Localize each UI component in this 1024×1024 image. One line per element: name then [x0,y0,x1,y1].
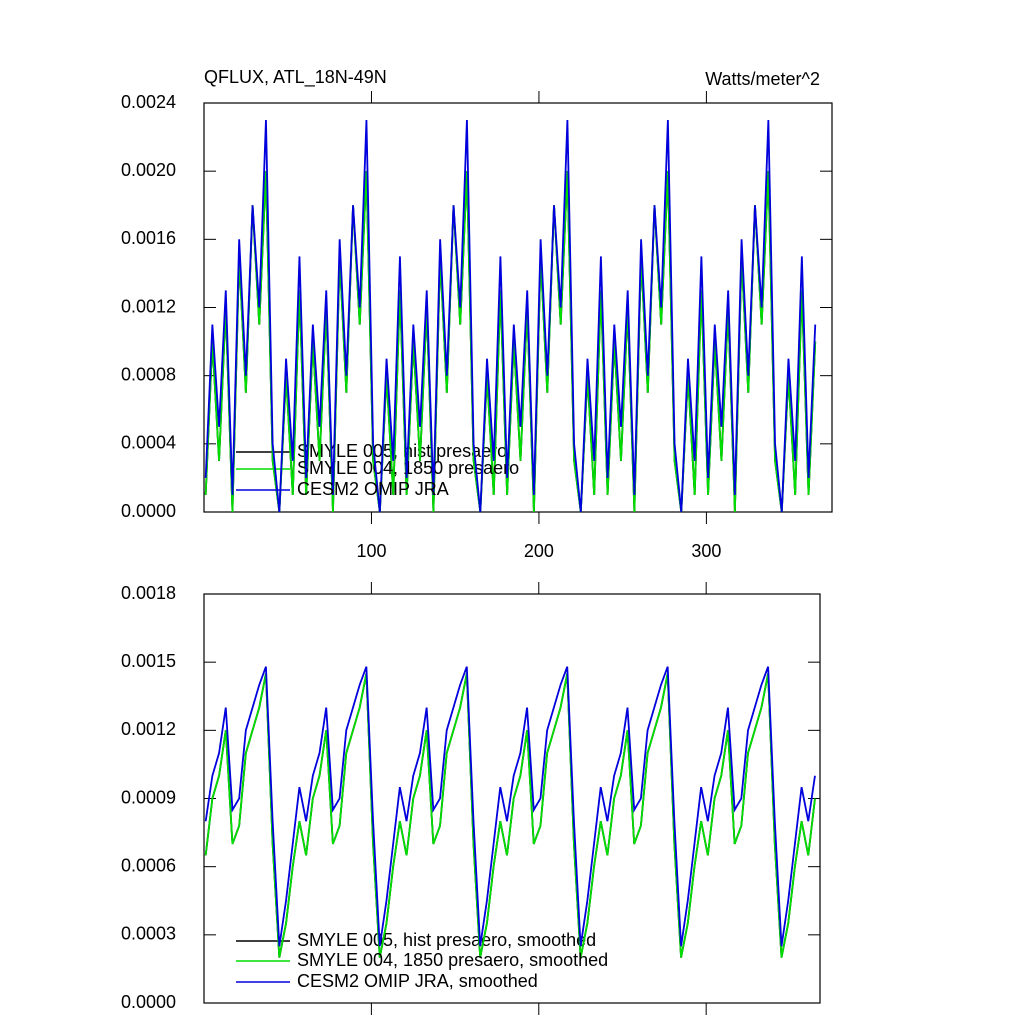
y-tick-label: 0.0024 [121,92,176,112]
series-line [204,666,816,947]
series-line [204,673,816,958]
y-tick-label: 0.0018 [121,583,176,603]
legend-label: SMYLE 004, 1850 presaero [297,458,519,478]
legend-label: SMYLE 005, hist presaero [297,441,507,461]
y-tick-label: 0.0016 [121,228,176,248]
y-tick-label: 0.0006 [121,855,176,875]
y-tick-label: 0.0009 [121,787,176,807]
y-tick-label: 0.0003 [121,924,176,944]
x-tick-label: 300 [691,541,721,561]
y-tick-label: 0.0004 [121,433,176,453]
legend-label: CESM2 OMIP JRA, smoothed [297,971,538,991]
legend-label: CESM2 OMIP JRA [297,479,449,499]
y-tick-label: 0.0000 [121,501,176,521]
units-label: Watts/meter^2 [705,69,820,89]
legend-label: SMYLE 005, hist presaero, smoothed [297,930,596,950]
series-line [204,120,817,513]
x-tick-label: 200 [524,541,554,561]
series-line [204,673,816,958]
y-tick-label: 0.0008 [121,364,176,384]
x-tick-label: 100 [356,541,386,561]
chart-title: QFLUX, ATL_18N-49N [204,67,387,88]
y-tick-label: 0.0015 [121,651,176,671]
y-tick-label: 0.0020 [121,160,176,180]
legend-label: SMYLE 004, 1850 presaero, smoothed [297,950,608,970]
y-tick-label: 0.0000 [121,992,176,1012]
y-tick-label: 0.0012 [121,296,176,316]
y-tick-label: 0.0012 [121,719,176,739]
